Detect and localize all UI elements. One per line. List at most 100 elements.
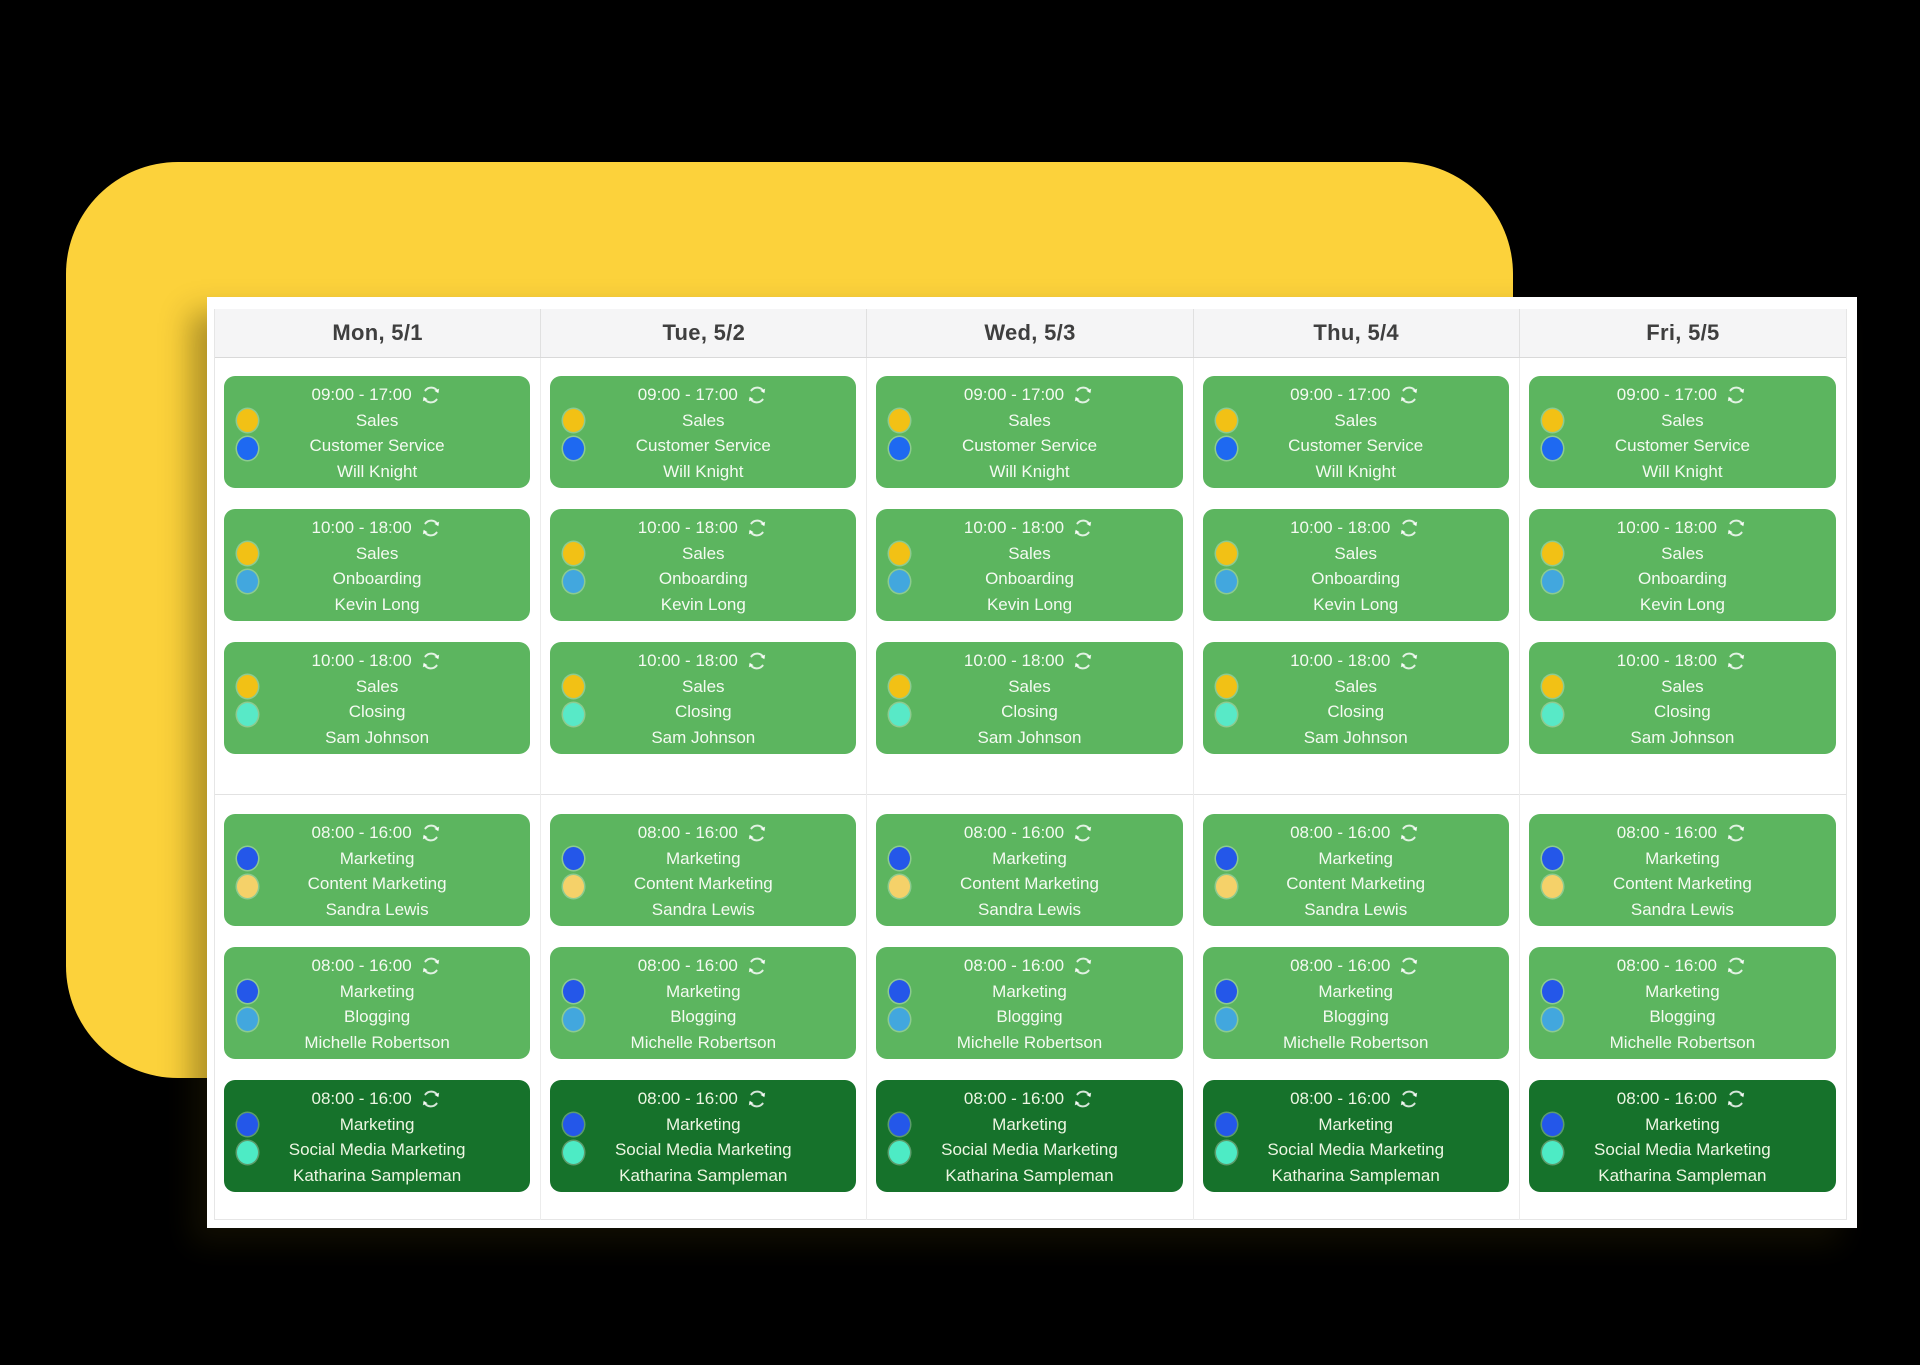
shift-category-dots [237, 409, 258, 460]
recurring-icon [1071, 954, 1095, 978]
recurring-icon [1071, 383, 1095, 407]
shift-card[interactable]: 08:00 - 16:00 Marketing Content Marketing S… [876, 814, 1183, 926]
shift-time: 09:00 - 17:00 [1616, 385, 1717, 404]
shift-card[interactable]: 09:00 - 17:00 Sales Customer Service Will K… [1202, 376, 1509, 488]
shift-department: Sales [1008, 410, 1051, 430]
shift-card[interactable]: 08:00 - 16:00 Marketing Content Marketing S… [1528, 814, 1836, 926]
shift-department: Sales [1008, 676, 1051, 696]
shift-person: Will Knight [1315, 461, 1396, 481]
shift-card[interactable]: 08:00 - 16:00 Marketing Blogging Michelle R… [1202, 947, 1509, 1059]
shift-card[interactable]: 08:00 - 16:00 Marketing Social Media Marke… [550, 1080, 857, 1192]
shift-card[interactable]: 08:00 - 16:00 Marketing Blogging Michelle R… [876, 947, 1183, 1059]
shift-person: Sam Johnson [651, 727, 756, 747]
shift-category-dots [563, 675, 585, 726]
shift-role: Onboarding [1311, 569, 1401, 588]
shift-card[interactable]: 08:00 - 16:00 Marketing Social Media Marke… [876, 1080, 1183, 1192]
shift-person: Katharina Sampleman [945, 1165, 1114, 1185]
shift-person: Katharina Sampleman [1271, 1165, 1440, 1185]
category-dot [1215, 570, 1237, 593]
shift-card[interactable]: 10:00 - 18:00 Sales Onboarding Kevin Long [550, 509, 857, 621]
shift-person: Will Knight [1642, 461, 1723, 481]
shift-time: 10:00 - 18:00 [1616, 651, 1717, 670]
shift-role: Blogging [670, 1007, 737, 1026]
shift-department: Marketing [1645, 848, 1720, 868]
shift-category-dots [563, 542, 585, 593]
category-dot [563, 570, 585, 593]
shift-person: Kevin Long [334, 594, 420, 614]
shift-category-dots [1215, 1113, 1237, 1164]
category-dot [889, 542, 911, 565]
shift-card[interactable]: 10:00 - 18:00 Sales Onboarding Kevin Long [1202, 509, 1509, 621]
shift-time: 08:00 - 16:00 [1290, 1089, 1391, 1108]
category-dot [563, 875, 585, 898]
shift-category-dots [237, 980, 258, 1031]
day-header: Tue, 5/2 [541, 309, 868, 357]
shift-card[interactable]: 10:00 - 18:00 Sales Closing Sam Johnson [550, 642, 857, 754]
schedule-grid: Mon, 5/1 Tue, 5/2 Wed, 5/3 Thu, 5/4 Fri, 5/5… [214, 309, 1847, 1220]
recurring-icon [745, 1087, 769, 1111]
shift-card[interactable]: 10:00 - 18:00 Sales Closing Sam Johnson [224, 642, 531, 754]
shift-person: Sam Johnson [325, 727, 430, 747]
shift-department: Marketing [665, 848, 741, 868]
shift-card[interactable]: 10:00 - 18:00 Sales Onboarding Kevin Long [876, 509, 1183, 621]
shift-role: Social Media Marketing [288, 1140, 466, 1159]
category-dot [563, 847, 585, 870]
shift-person: Katharina Sampleman [292, 1165, 462, 1185]
shift-department: Sales [1334, 410, 1377, 430]
shift-card[interactable]: 08:00 - 16:00 Marketing Blogging Michelle R… [550, 947, 857, 1059]
shift-card[interactable]: 10:00 - 18:00 Sales Onboarding Kevin Long [224, 509, 531, 621]
shift-department: Sales [1334, 676, 1377, 696]
shift-person: Sam Johnson [1630, 727, 1735, 747]
shift-card[interactable]: 10:00 - 18:00 Sales Onboarding Kevin Long [1528, 509, 1836, 621]
shift-card[interactable]: 08:00 - 16:00 Marketing Social Media Marke… [1528, 1080, 1836, 1192]
shift-time: 08:00 - 16:00 [1616, 823, 1717, 842]
shift-time: 08:00 - 16:00 [963, 956, 1065, 975]
shift-card[interactable]: 09:00 - 17:00 Sales Customer Service Will K… [876, 376, 1183, 488]
shift-card[interactable]: 08:00 - 16:00 Marketing Blogging Michelle R… [224, 947, 531, 1059]
shift-card[interactable]: 08:00 - 16:00 Marketing Blogging Michelle R… [1528, 947, 1836, 1059]
shift-card[interactable]: 10:00 - 18:00 Sales Closing Sam Johnson [1528, 642, 1836, 754]
shift-card[interactable]: 08:00 - 16:00 Marketing Social Media Marke… [224, 1080, 531, 1192]
shift-department: Sales [1661, 676, 1704, 696]
recurring-icon [419, 516, 443, 540]
category-dot [1541, 542, 1563, 565]
category-dot [1541, 980, 1563, 1003]
shift-person: Sandra Lewis [977, 899, 1081, 919]
shift-card[interactable]: 10:00 - 18:00 Sales Closing Sam Johnson [876, 642, 1183, 754]
shift-card[interactable]: 10:00 - 18:00 Sales Closing Sam Johnson [1202, 642, 1509, 754]
shift-role: Onboarding [332, 569, 422, 588]
shift-role: Content Marketing [633, 874, 773, 893]
shift-time: 10:00 - 18:00 [963, 518, 1065, 537]
shift-role: Content Marketing [1612, 874, 1752, 893]
shift-group: 08:00 - 16:00 Marketing Content Marketing S… [1519, 794, 1846, 1220]
shift-time: 08:00 - 16:00 [1290, 823, 1391, 842]
shift-department: Marketing [1645, 981, 1720, 1001]
shift-group: 08:00 - 16:00 Marketing Content Marketing S… [541, 794, 867, 1220]
category-dot [1215, 703, 1237, 726]
shift-category-dots [563, 1113, 585, 1164]
shift-time: 08:00 - 16:00 [1290, 956, 1391, 975]
day-column: 09:00 - 17:00 Sales Customer Service Will K… [867, 358, 1194, 1220]
shift-card[interactable]: 08:00 - 16:00 Marketing Content Marketing S… [1202, 814, 1509, 926]
shift-card[interactable]: 08:00 - 16:00 Marketing Content Marketing S… [550, 814, 857, 926]
shift-department: Sales [1661, 543, 1704, 563]
shift-card[interactable]: 09:00 - 17:00 Sales Customer Service Will K… [1528, 376, 1836, 488]
shift-category-dots [1215, 409, 1237, 460]
shift-department: Marketing [665, 981, 741, 1001]
day-column: 09:00 - 17:00 Sales Customer Service Will K… [1519, 358, 1846, 1220]
category-dot [889, 1008, 911, 1031]
category-dot [1541, 847, 1563, 870]
shift-category-dots [1541, 1113, 1563, 1164]
category-dot [1541, 1141, 1563, 1164]
shift-group: 08:00 - 16:00 Marketing Content Marketing S… [215, 794, 541, 1220]
shift-time: 08:00 - 16:00 [963, 823, 1065, 842]
shift-category-dots [1215, 847, 1237, 898]
category-dot [889, 409, 911, 432]
shift-card[interactable]: 09:00 - 17:00 Sales Customer Service Will K… [224, 376, 531, 488]
shift-card[interactable]: 08:00 - 16:00 Marketing Content Marketing S… [224, 814, 531, 926]
category-dot [1215, 437, 1237, 460]
recurring-icon [1724, 954, 1748, 978]
shift-card[interactable]: 09:00 - 17:00 Sales Customer Service Will K… [550, 376, 857, 488]
shift-card[interactable]: 08:00 - 16:00 Marketing Social Media Marke… [1202, 1080, 1509, 1192]
